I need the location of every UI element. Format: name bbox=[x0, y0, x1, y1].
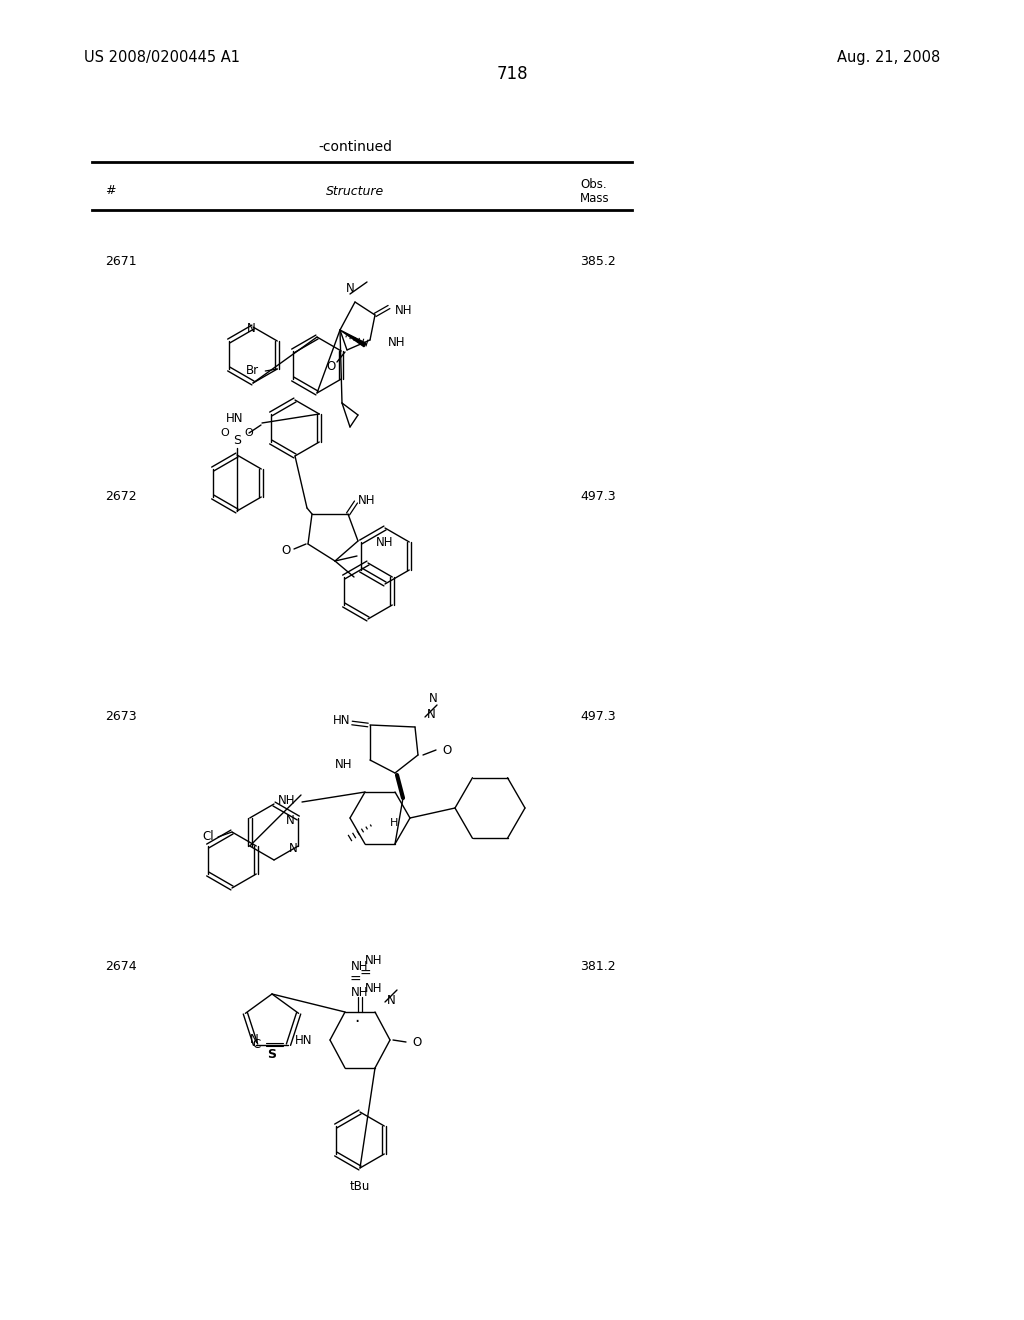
Text: Cl: Cl bbox=[203, 830, 214, 843]
Text: Aug. 21, 2008: Aug. 21, 2008 bbox=[837, 50, 940, 65]
Text: -continued: -continued bbox=[318, 140, 392, 154]
Text: O: O bbox=[327, 359, 336, 372]
Text: NH: NH bbox=[365, 982, 383, 994]
Text: NH: NH bbox=[279, 793, 296, 807]
Text: 2674: 2674 bbox=[105, 960, 136, 973]
Text: NH: NH bbox=[358, 494, 376, 507]
Text: N: N bbox=[387, 994, 395, 1006]
Text: 2672: 2672 bbox=[105, 490, 136, 503]
Text: 385.2: 385.2 bbox=[580, 255, 615, 268]
Text: 497.3: 497.3 bbox=[580, 490, 615, 503]
Text: C: C bbox=[252, 1038, 260, 1051]
Text: NH: NH bbox=[376, 536, 393, 549]
Text: ·: · bbox=[354, 1012, 359, 1031]
Text: 2671: 2671 bbox=[105, 255, 136, 268]
Text: Structure: Structure bbox=[326, 185, 384, 198]
Text: O: O bbox=[245, 428, 253, 438]
Polygon shape bbox=[340, 330, 366, 347]
Text: H: H bbox=[390, 818, 398, 828]
Text: 381.2: 381.2 bbox=[580, 960, 615, 973]
Text: NH: NH bbox=[335, 759, 352, 771]
Text: Mass: Mass bbox=[580, 191, 609, 205]
Text: N: N bbox=[289, 842, 298, 854]
Text: US 2008/0200445 A1: US 2008/0200445 A1 bbox=[84, 50, 240, 65]
Text: tBu: tBu bbox=[350, 1180, 371, 1192]
Text: NH: NH bbox=[351, 961, 369, 974]
Text: O: O bbox=[442, 743, 452, 756]
Text: N: N bbox=[427, 709, 436, 722]
Text: N: N bbox=[247, 322, 255, 334]
Text: =: = bbox=[349, 973, 360, 987]
Text: N: N bbox=[286, 813, 295, 826]
Text: NH: NH bbox=[395, 304, 413, 317]
Text: NH: NH bbox=[388, 335, 406, 348]
Text: S: S bbox=[233, 433, 241, 446]
Text: Obs.: Obs. bbox=[580, 178, 606, 191]
Text: O: O bbox=[412, 1036, 421, 1049]
Text: NH: NH bbox=[351, 986, 369, 998]
Text: =: = bbox=[359, 968, 371, 981]
Text: N: N bbox=[429, 693, 437, 705]
Text: 718: 718 bbox=[497, 65, 527, 83]
Text: 2673: 2673 bbox=[105, 710, 136, 723]
Text: HN: HN bbox=[333, 714, 350, 726]
Text: 497.3: 497.3 bbox=[580, 710, 615, 723]
Text: HN: HN bbox=[295, 1034, 312, 1047]
Text: #: # bbox=[105, 183, 116, 197]
Text: Br: Br bbox=[246, 364, 259, 378]
Text: O: O bbox=[282, 544, 291, 557]
Text: HN: HN bbox=[225, 412, 243, 425]
Text: O: O bbox=[220, 428, 229, 438]
Text: S: S bbox=[267, 1048, 276, 1060]
Text: N: N bbox=[346, 281, 354, 294]
Text: NH: NH bbox=[365, 953, 383, 966]
Text: N: N bbox=[250, 1034, 258, 1047]
